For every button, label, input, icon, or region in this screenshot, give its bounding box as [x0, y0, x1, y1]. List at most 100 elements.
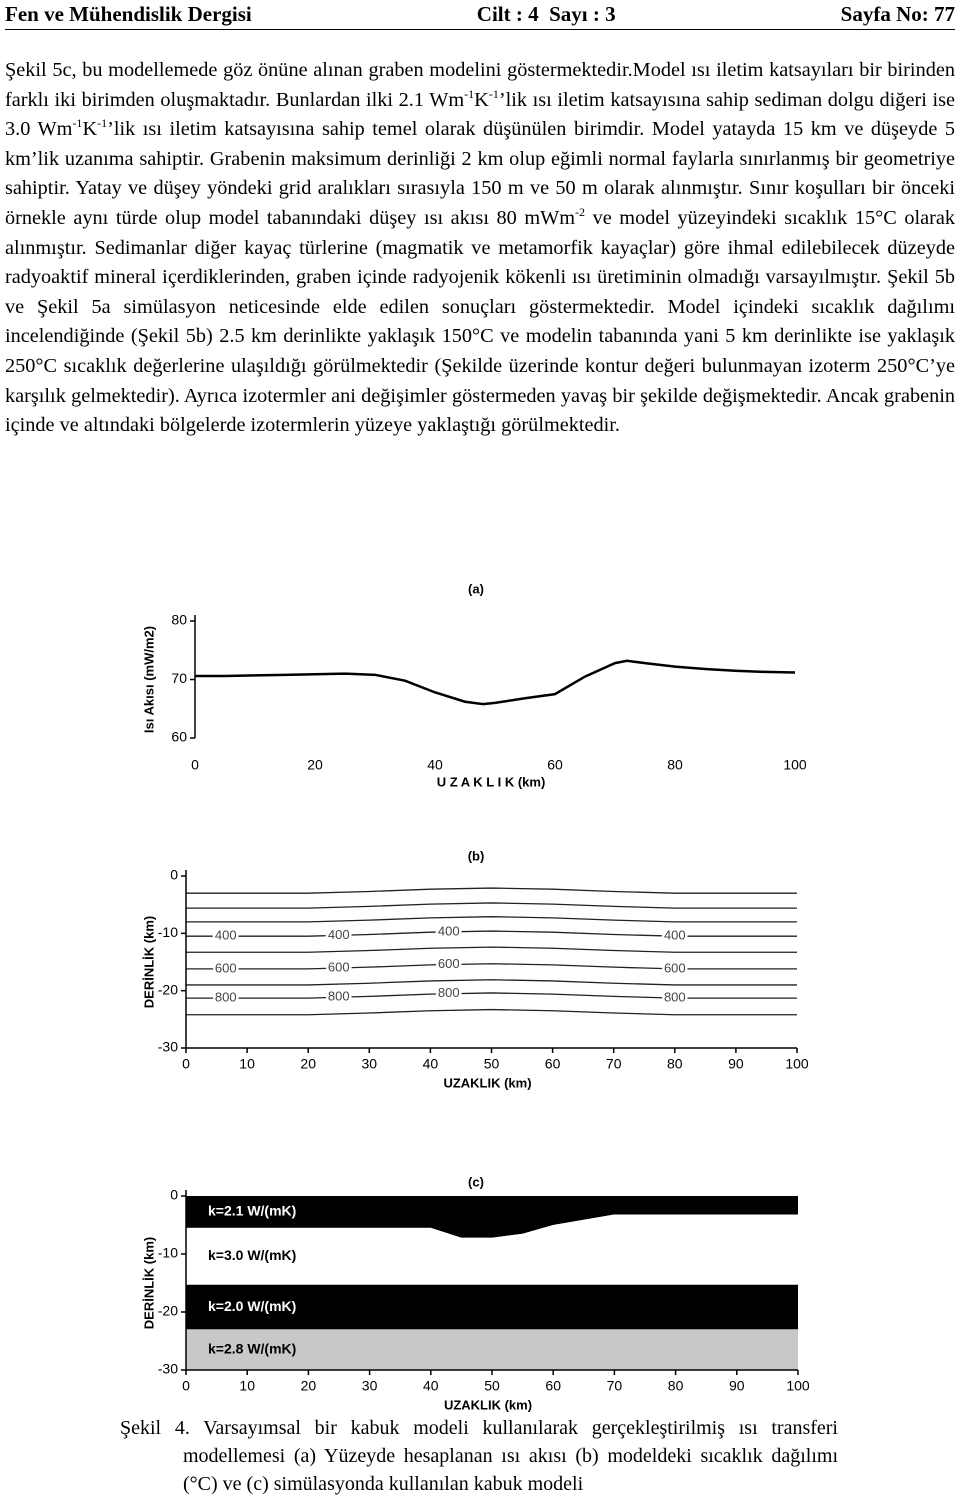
contour-label: 400	[215, 928, 237, 943]
contour-label: 400	[664, 928, 686, 943]
contour-line	[186, 946, 797, 953]
chart: k=2.1 W/(mK) k=3.0 W/(mK) k=2.0 W/(mK) k=2.…	[141, 1174, 809, 1412]
x-tick-label: 60	[545, 1056, 561, 1072]
layer-label: k=2.0 W/(mK)	[208, 1298, 296, 1314]
layer-label: k=3.0 W/(mK)	[208, 1247, 296, 1263]
text-run: ’lik ısı iletim katsayısına sahip temel …	[5, 118, 955, 229]
superscript: -1	[72, 116, 83, 131]
x-tick-label: 0	[182, 1378, 190, 1394]
x-tick-label: 90	[729, 1378, 745, 1394]
contour-line	[186, 887, 797, 894]
layer-label: k=2.8 W/(mK)	[208, 1340, 296, 1356]
x-tick-label: 0	[191, 757, 199, 773]
x-tick-label: 60	[547, 757, 563, 773]
y-tick-label: -20	[158, 981, 178, 997]
contour-line	[186, 902, 797, 909]
y-axis-label: DERİNLİK (km)	[141, 1237, 156, 1329]
y-tick-label: 0	[170, 1187, 178, 1203]
y-axis-label: Isı Akısı (mW/m2)	[141, 626, 156, 733]
x-axis-label: UZAKLIK (km)	[443, 1075, 531, 1090]
superscript: -1	[488, 86, 499, 101]
contour-line	[186, 1008, 797, 1016]
superscript: -2	[575, 204, 586, 219]
contour-line	[186, 963, 797, 970]
x-tick-label: 30	[362, 1056, 378, 1072]
contour-label: 600	[215, 960, 237, 975]
layer-label: k=2.1 W/(mK)	[208, 1203, 296, 1219]
contour-label: 400	[438, 923, 460, 938]
x-tick-label: 10	[239, 1378, 255, 1394]
contour-line	[186, 979, 797, 986]
text-run: K	[82, 118, 98, 141]
contour-line	[186, 916, 797, 923]
caption-text: Varsayımsal bir kabuk modeli kullanılara…	[183, 1417, 838, 1495]
superscript: -1	[97, 116, 108, 131]
y-tick-label: -10	[158, 924, 178, 940]
y-tick-label: 80	[171, 612, 187, 628]
y-tick-label: 0	[170, 867, 178, 883]
x-tick-label: 20	[307, 757, 323, 773]
contour-label: 400	[328, 927, 350, 942]
x-tick-label: 20	[301, 1378, 317, 1394]
chart: 60 70 80 0 20 40 60 80 100 (a) U Z A K L I K (km) I…	[141, 581, 806, 789]
x-tick-label: 50	[484, 1056, 500, 1072]
chart-title: (b)	[468, 848, 485, 863]
superscript: -1	[464, 86, 475, 101]
x-axis-label: U Z A K L I K (km)	[437, 774, 546, 789]
x-tick-label: 10	[239, 1056, 255, 1072]
x-tick-label: 70	[606, 1056, 622, 1072]
contour-line	[186, 992, 797, 999]
contour-label: 600	[438, 956, 460, 971]
text-run: ’lik ısı iletim katsayısına sahip sedima…	[5, 88, 955, 141]
chart-title: (c)	[468, 1174, 484, 1189]
x-tick-label: 70	[607, 1378, 623, 1394]
x-tick-label: 0	[182, 1056, 190, 1072]
contour-label: 800	[664, 990, 686, 1005]
contour-label: 800	[438, 985, 460, 1000]
x-tick-label: 50	[484, 1378, 500, 1394]
x-tick-label: 40	[427, 757, 443, 773]
y-tick-label: -20	[158, 1303, 178, 1319]
caption-label: Şekil 4.	[120, 1417, 190, 1439]
contour-label: 600	[664, 960, 686, 975]
paragraph: Şekil 5c, bu modellemede göz önüne alına…	[5, 56, 955, 441]
y-axis-label: DERİNLİK (km)	[141, 916, 156, 1008]
y-tick-label: -30	[158, 1039, 178, 1055]
y-tick-label: 70	[171, 670, 187, 686]
x-tick-label: 100	[783, 757, 807, 773]
contour-label: 600	[328, 959, 350, 974]
caption: Şekil 4. Varsayımsal bir kabuk modeli ku…	[120, 1414, 838, 1498]
text-run: ve model yüzeyindeki sıcaklık 15°C olara…	[5, 206, 955, 437]
layer	[186, 1214, 798, 1285]
contour-label: 800	[215, 990, 237, 1005]
x-tick-label: 40	[423, 1378, 439, 1394]
y-tick-label: -10	[158, 1245, 178, 1261]
x-axis-label: UZAKLIK (km)	[444, 1397, 532, 1412]
layer	[186, 1196, 798, 1238]
layer	[186, 1284, 798, 1330]
x-tick-label: 100	[785, 1056, 809, 1072]
data-line	[195, 659, 796, 706]
x-tick-label: 40	[423, 1056, 439, 1072]
x-tick-label: 90	[728, 1056, 744, 1072]
y-tick-label: 60	[171, 729, 187, 745]
x-tick-label: 30	[362, 1378, 378, 1394]
header: Fen ve Mühendislik Dergisi Cilt : 4 Sayı…	[5, 0, 955, 30]
x-tick-label: 20	[300, 1056, 316, 1072]
page-number: Sayfa No: 77	[840, 2, 955, 26]
contour-line	[186, 930, 797, 937]
x-tick-label: 100	[786, 1378, 810, 1394]
text-run: K	[474, 88, 489, 111]
y-tick-label: -30	[158, 1361, 178, 1377]
layer	[186, 1329, 798, 1370]
volume: Cilt : 4 Sayı : 3	[476, 2, 616, 26]
journal-name: Fen ve Mühendislik Dergisi	[5, 2, 252, 26]
x-tick-label: 80	[667, 1056, 683, 1072]
x-tick-label: 80	[667, 757, 683, 773]
x-tick-label: 60	[545, 1378, 561, 1394]
chart-title: (a)	[468, 581, 484, 596]
contour-label: 800	[328, 989, 350, 1004]
